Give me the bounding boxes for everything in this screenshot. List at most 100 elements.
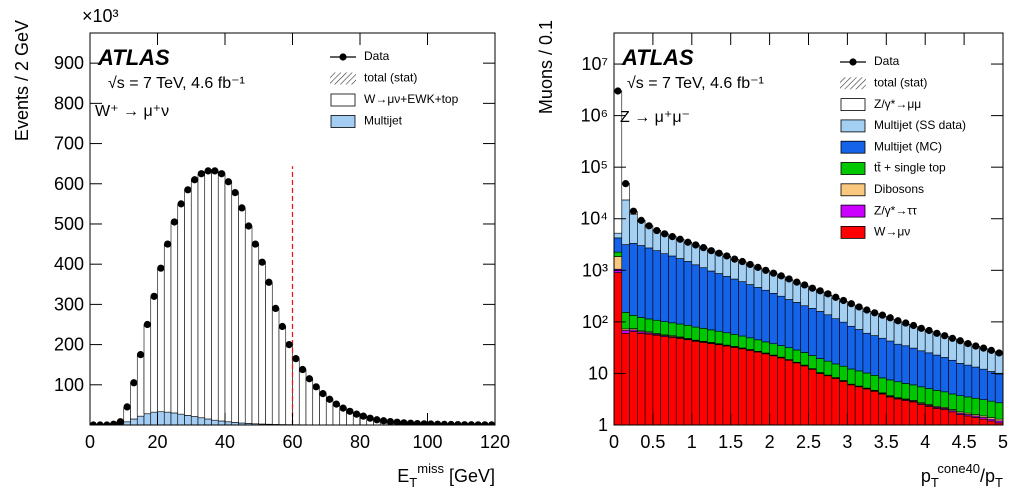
- hist-bar: [730, 334, 739, 347]
- hist-bar: [839, 301, 848, 323]
- x-axis-label-part: p: [921, 466, 931, 486]
- x-tick-label: 80: [350, 432, 370, 452]
- hist-bar: [197, 417, 206, 425]
- y-tick-label: 100: [54, 375, 84, 395]
- hist-bar: [932, 333, 942, 356]
- legend-symbol: [339, 53, 347, 61]
- data-point: [707, 247, 715, 255]
- hist-bar: [136, 415, 145, 425]
- data-point: [130, 379, 138, 387]
- hist-bar: [777, 276, 786, 297]
- hist-bar: [637, 220, 646, 246]
- hist-bar: [707, 270, 716, 331]
- data-point: [474, 421, 482, 425]
- hist-bar: [800, 305, 809, 353]
- hist-bar: [862, 332, 872, 374]
- data-point: [738, 257, 746, 266]
- hist-bar: [621, 244, 630, 313]
- hist-bar: [629, 213, 638, 244]
- data-point: [258, 258, 266, 266]
- hist-bar: [184, 189, 192, 416]
- hist-bar: [808, 369, 817, 425]
- data-point: [481, 421, 489, 425]
- hist-bar: [761, 289, 770, 343]
- x-axis-label: pTcone40/pT: [921, 461, 1003, 490]
- data-point: [454, 420, 462, 425]
- hist-bar: [878, 393, 887, 425]
- hist-bar: [870, 313, 879, 336]
- hist-bar: [683, 324, 693, 339]
- data-point: [723, 252, 731, 260]
- hist-bar: [699, 267, 708, 329]
- data-point: [265, 278, 273, 286]
- hist-bar: [753, 339, 763, 352]
- data-point: [629, 207, 638, 215]
- y-axis-label: Muons / 0.1: [536, 20, 556, 114]
- legend-label: tt̄ + single top: [874, 161, 946, 175]
- data-point: [847, 300, 855, 308]
- hist-bar: [831, 318, 840, 365]
- hist-bar: [839, 365, 848, 381]
- y-tick-label: 10³: [582, 260, 608, 280]
- legend-label: Data: [874, 54, 900, 68]
- hist-bar: [800, 352, 809, 366]
- data-point: [925, 326, 933, 335]
- hist-bar: [870, 375, 879, 391]
- legend-symbol: [840, 162, 866, 175]
- hist-bar: [285, 344, 293, 425]
- y-tick-label: 10⁷: [581, 54, 608, 74]
- hist-bar: [699, 328, 708, 342]
- hist-bar: [197, 173, 206, 419]
- hist-bar: [784, 347, 794, 360]
- hist-bar: [917, 328, 926, 352]
- hist-bar: [854, 386, 864, 425]
- hist-bar: [971, 366, 980, 399]
- data-point: [420, 420, 428, 425]
- hist-bar: [163, 243, 172, 413]
- y-tick-label: 10: [588, 363, 608, 383]
- hist-bar: [870, 335, 879, 376]
- hist-bar: [917, 350, 926, 388]
- data-point: [326, 395, 334, 403]
- data-point: [839, 296, 848, 305]
- hist-bar: [652, 250, 661, 321]
- data-point: [645, 222, 653, 230]
- hist-bar: [714, 273, 724, 332]
- hist-bar: [878, 377, 887, 394]
- hist-bar: [924, 388, 934, 405]
- hist-bar: [769, 293, 778, 345]
- hist-bar: [979, 399, 988, 417]
- hist-bar: [940, 357, 949, 393]
- hist-bar: [901, 345, 910, 384]
- legend-symbol: [840, 98, 866, 111]
- data-point: [886, 314, 894, 322]
- data-point: [948, 334, 957, 342]
- hist-bar: [675, 338, 685, 425]
- x-axis-label-part: cone40: [937, 461, 980, 476]
- hist-bar: [157, 267, 165, 413]
- data-point: [762, 266, 770, 274]
- hist-bar: [885, 396, 895, 425]
- hist-bar: [699, 342, 708, 425]
- hist-bar: [909, 326, 918, 349]
- hist-bar: [745, 337, 755, 350]
- data-point: [386, 417, 394, 425]
- hist-bar: [621, 312, 630, 330]
- x-tick-label: 1.5: [718, 432, 743, 452]
- data-point: [400, 419, 408, 425]
- data-point: [902, 319, 910, 327]
- data-point: [305, 375, 313, 383]
- hist-bar: [823, 295, 833, 316]
- data-point: [319, 390, 327, 398]
- x-tick-label: 5: [998, 432, 1008, 452]
- hist-bar: [963, 364, 973, 398]
- hist-bar: [847, 384, 856, 425]
- data-point: [251, 240, 259, 248]
- hist-bar: [683, 339, 693, 425]
- data-point: [299, 365, 307, 374]
- hist-bar: [792, 282, 802, 303]
- hist-bar: [777, 357, 786, 425]
- hist-bar: [893, 381, 903, 398]
- hist-bar: [644, 333, 654, 425]
- data-point: [177, 200, 185, 208]
